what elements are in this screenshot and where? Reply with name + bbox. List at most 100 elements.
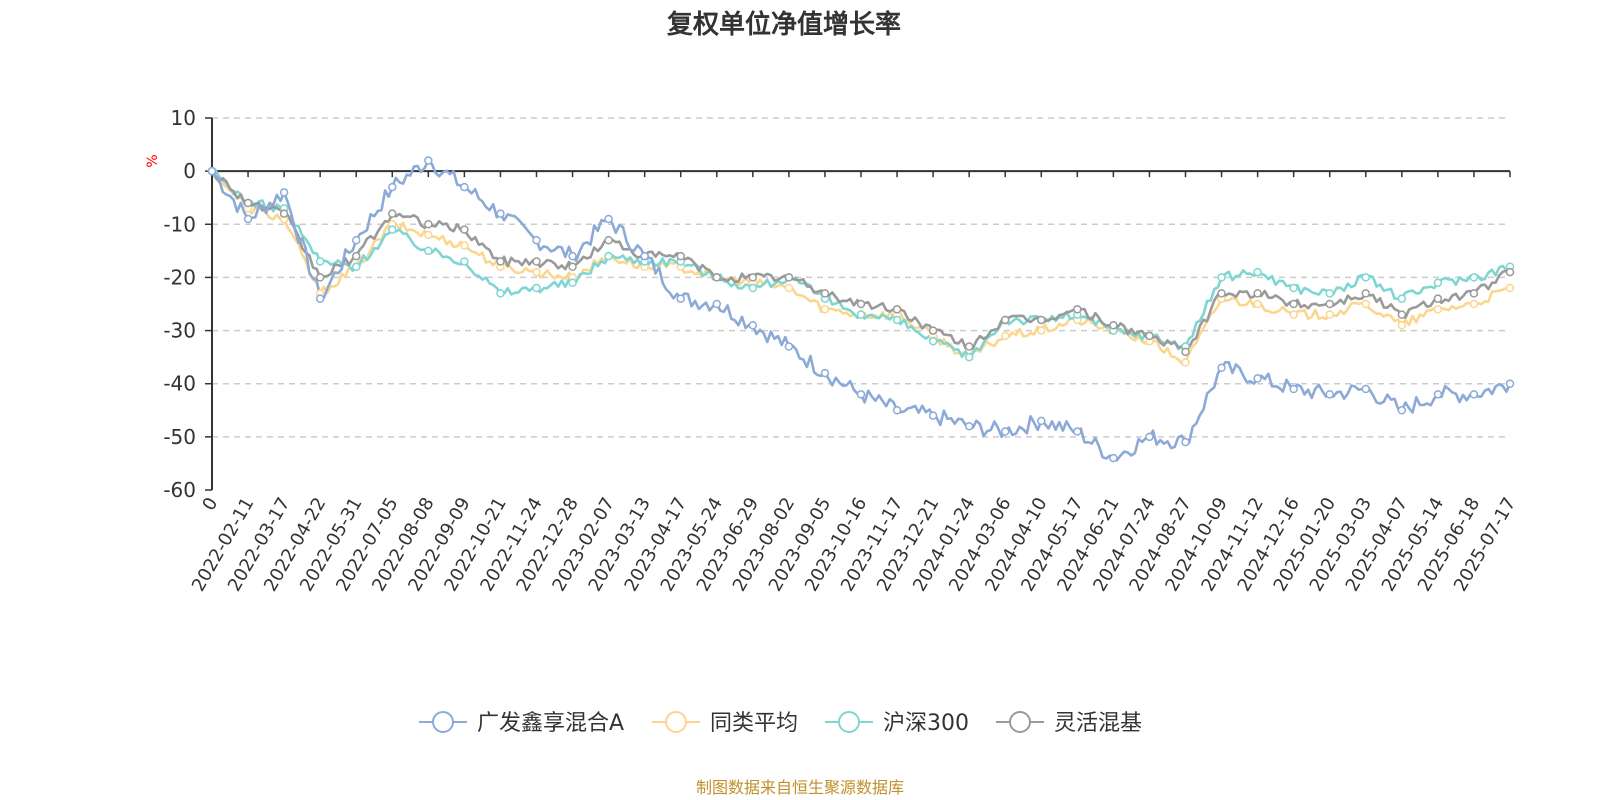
series-point-3 [279, 209, 289, 218]
x-tick-label: 0 [198, 494, 222, 514]
y-axis-unit: % [145, 154, 161, 167]
legend-swatch-marker [665, 711, 687, 733]
series-point-3 [1109, 321, 1118, 330]
series-point-1 [1289, 310, 1298, 319]
series-point-0 [1073, 427, 1082, 436]
series-point-3 [424, 220, 433, 229]
series-line-3 [210, 170, 1511, 354]
series-point-2 [532, 283, 541, 293]
series-point-2 [388, 225, 397, 234]
series-point-0 [1000, 427, 1010, 436]
series-point-0 [1433, 390, 1443, 399]
series-point-3 [1073, 305, 1082, 314]
series-point-3 [1000, 315, 1010, 325]
y-axis-tick-labels: 10 0 -10 -20 -30 -40 -50 -60 [163, 106, 196, 502]
series-point-2 [1289, 283, 1298, 293]
series-point-1 [820, 305, 830, 314]
series-point-3 [1433, 294, 1443, 303]
y-tick-label: -10 [163, 212, 196, 236]
legend: 广发鑫享混合A 同类平均 沪深300 灵活混基 [419, 711, 1142, 736]
series-point-2 [1217, 273, 1226, 282]
series-point-2 [1325, 289, 1334, 298]
series-point-0 [1361, 384, 1371, 394]
series-point-2 [964, 352, 974, 362]
series-point-1 [460, 241, 469, 250]
series-point-3 [351, 251, 361, 261]
legend-label: 广发鑫享混合A [477, 711, 624, 736]
series-point-0 [207, 166, 217, 176]
series-point-3 [388, 209, 397, 218]
axes [205, 117, 1511, 491]
series-line-2 [211, 168, 1511, 359]
series-point-0 [460, 182, 469, 192]
y-tick-label: 10 [171, 106, 196, 130]
y-tick-label: -50 [163, 425, 196, 449]
series-point-0 [928, 411, 938, 420]
series-point-3 [964, 342, 974, 351]
series-point-3 [928, 326, 938, 335]
x-axis-tick-labels: 02022-02-112022-03-172022-04-222022-05-3… [188, 494, 1520, 595]
series-point-3 [1397, 310, 1407, 319]
series-point-3 [568, 262, 577, 272]
series-point-2 [315, 257, 325, 266]
legend-swatch-marker [432, 711, 454, 733]
series-point-1 [784, 283, 794, 293]
series-point-1 [1181, 358, 1190, 367]
series-point-0 [1469, 390, 1479, 399]
series-point-3 [784, 273, 794, 282]
series-point-3 [315, 273, 325, 282]
y-tick-label: -30 [163, 319, 196, 343]
series-point-3 [1289, 299, 1298, 309]
series-point-3 [460, 225, 469, 234]
y-tick-label: -60 [163, 478, 196, 502]
series-point-0 [712, 299, 722, 309]
series-point-3 [1145, 331, 1154, 341]
series-point-0 [1217, 363, 1226, 373]
series-point-3 [604, 235, 613, 245]
series-point-2 [856, 310, 866, 319]
series-point-0 [604, 214, 613, 224]
series-line-1 [211, 169, 1511, 365]
series-point-3 [1037, 315, 1046, 325]
series-point-0 [820, 368, 830, 378]
series-point-0 [964, 421, 974, 431]
series-point-0 [388, 182, 397, 192]
legend-label: 灵活混基 [1054, 711, 1142, 736]
series-point-0 [856, 390, 866, 399]
series-point-3 [1469, 289, 1479, 298]
series-point-0 [1253, 374, 1262, 383]
series-point-0 [676, 294, 685, 303]
series-point-1 [424, 230, 433, 240]
series-point-2 [460, 257, 469, 266]
series-point-3 [532, 257, 541, 266]
series-point-0 [1109, 453, 1118, 463]
series-point-0 [532, 235, 541, 245]
series-lines [210, 159, 1512, 462]
series-point-0 [1145, 432, 1154, 442]
series-point-2 [351, 262, 361, 272]
series-point-0 [279, 188, 289, 197]
series-point-0 [568, 251, 577, 261]
series-point-1 [1325, 310, 1334, 319]
series-point-0 [748, 321, 758, 330]
series-point-0 [1289, 384, 1298, 394]
series-point-0 [315, 294, 325, 303]
y-tick-label: 0 [183, 159, 196, 183]
series-point-0 [496, 209, 505, 218]
series-point-3 [1217, 289, 1226, 298]
series-point-0 [1505, 379, 1515, 388]
series-point-3 [496, 257, 505, 266]
series-point-2 [496, 289, 505, 298]
series-point-3 [892, 305, 902, 314]
series-point-2 [928, 336, 938, 346]
series-markers [207, 156, 1515, 463]
series-point-2 [1469, 273, 1479, 282]
series-point-1 [1037, 326, 1046, 335]
series-point-0 [1325, 390, 1334, 399]
series-point-2 [568, 278, 577, 287]
series-point-3 [1325, 299, 1334, 309]
series-point-3 [1253, 289, 1262, 298]
series-point-0 [424, 156, 433, 165]
series-point-0 [1181, 437, 1190, 447]
